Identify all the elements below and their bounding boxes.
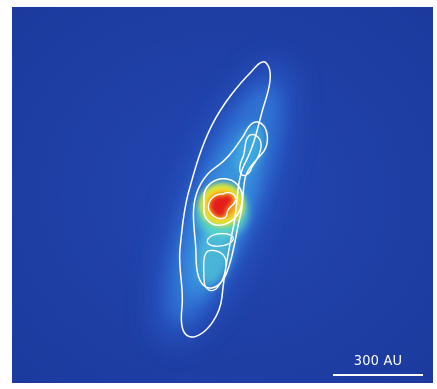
scale-bar: 300 AU (333, 354, 423, 383)
contour-inner (207, 191, 237, 220)
contour-upper-knot (239, 133, 262, 177)
scale-bar-line (333, 374, 423, 376)
scale-bar-label: 300 AU (353, 354, 403, 369)
astronomical-image: 300 AU (12, 7, 433, 383)
contour-core (203, 177, 244, 227)
contour-lines (178, 61, 271, 338)
contour-lower-extension (203, 249, 227, 292)
false-color-map (12, 7, 433, 383)
contour-outer (178, 61, 271, 338)
contour-lower-loop (206, 232, 234, 247)
